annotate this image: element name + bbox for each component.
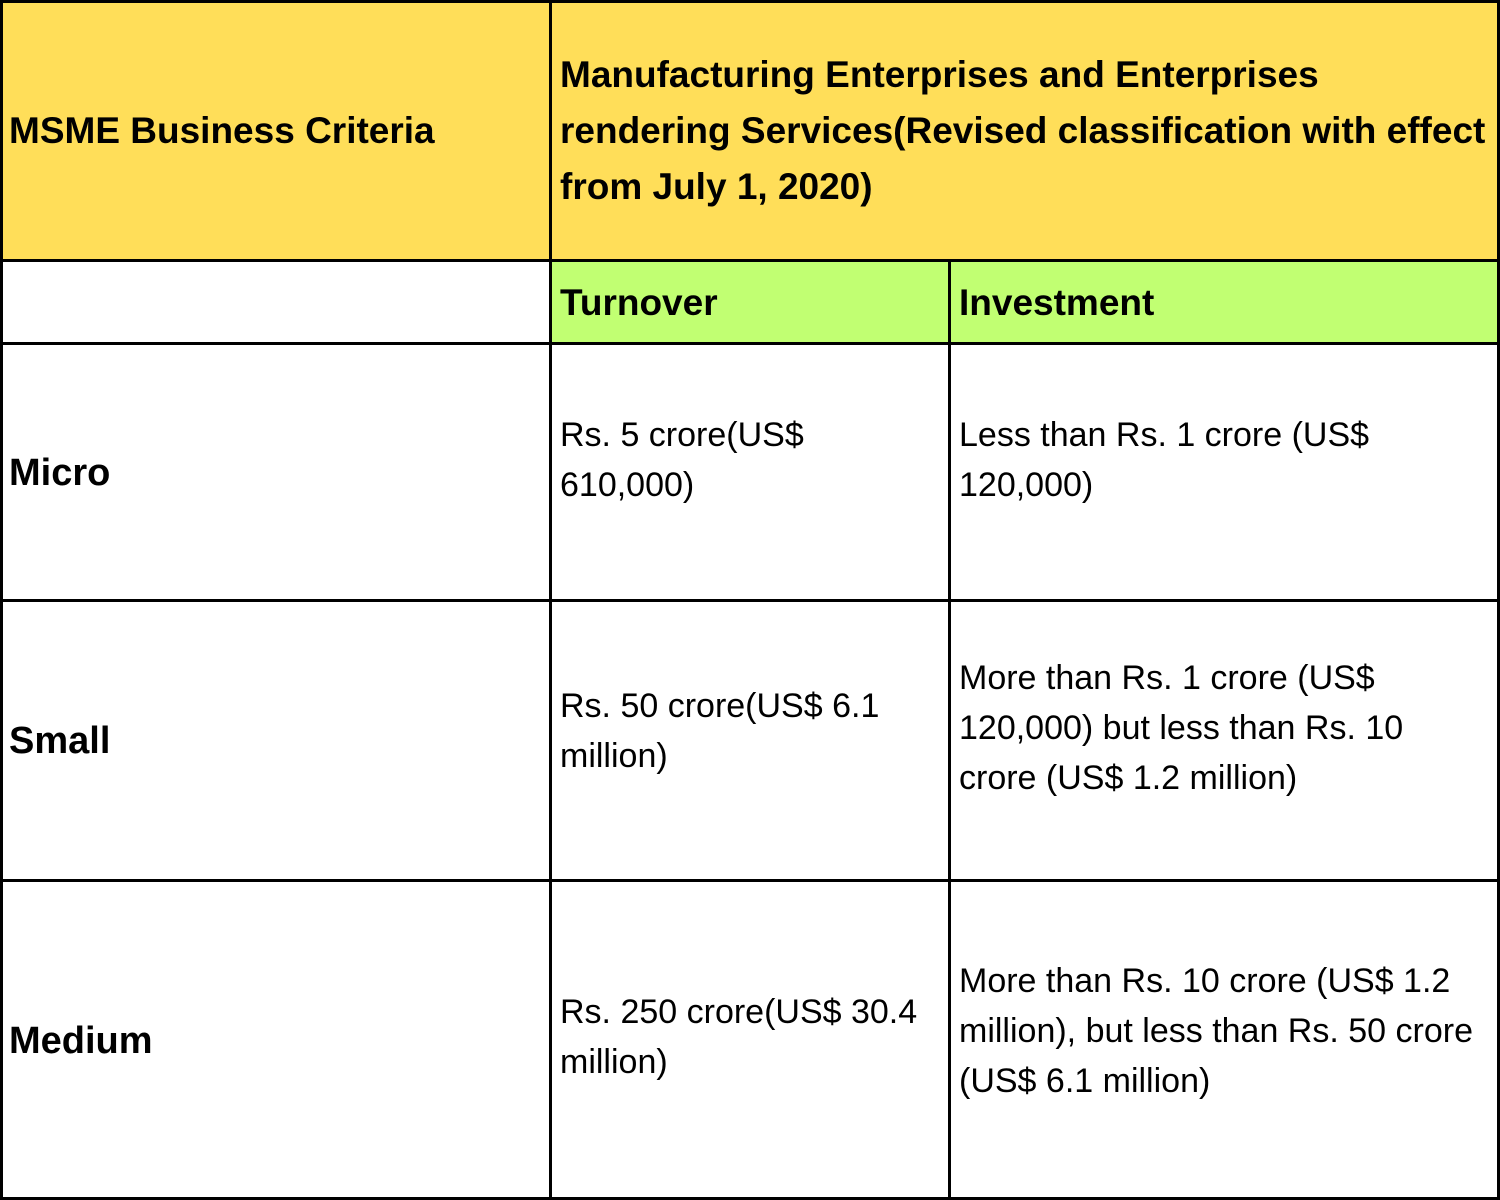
turnover-subheader-cell: Turnover — [551, 261, 950, 344]
investment-value: More than Rs. 1 crore (US$ 120,000) but … — [959, 659, 1404, 797]
divider-after-header — [0, 259, 1500, 262]
table-row-medium-turnover: Rs. 250 crore(US$ 30.4 million) — [551, 881, 950, 1200]
table-row-small-turnover: Rs. 50 crore(US$ 6.1 million) — [551, 601, 950, 881]
subheader-blank-cell — [0, 261, 551, 344]
table-row-micro-turnover: Rs. 5 crore(US$ 610,000) — [551, 344, 950, 601]
group-header: Manufacturing Enterprises and Enterprise… — [560, 53, 1486, 207]
table-row-micro-category: Micro — [0, 344, 551, 601]
category-label: Small — [9, 720, 111, 762]
divider-criteria-column — [549, 0, 552, 1200]
border-top — [0, 0, 1500, 3]
criteria-header-cell: MSME Business Criteria — [0, 0, 551, 261]
category-label: Medium — [9, 1019, 153, 1062]
investment-value: Less than Rs. 1 crore (US$ 120,000) — [959, 415, 1370, 504]
turnover-value: Rs. 5 crore(US$ 610,000) — [560, 415, 804, 504]
divider-after-small — [0, 879, 1500, 882]
turnover-subheader: Turnover — [560, 281, 718, 323]
category-label: Micro — [9, 451, 111, 494]
investment-subheader-cell: Investment — [950, 261, 1500, 344]
turnover-value: Rs. 250 crore(US$ 30.4 million) — [560, 992, 918, 1081]
table-row-medium-category: Medium — [0, 881, 551, 1200]
table-row-micro-investment: Less than Rs. 1 crore (US$ 120,000) — [950, 344, 1500, 601]
group-header-cell: Manufacturing Enterprises and Enterprise… — [551, 0, 1500, 261]
investment-value: More than Rs. 10 crore (US$ 1.2 million)… — [959, 961, 1473, 1100]
divider-after-micro — [0, 599, 1500, 602]
criteria-header: MSME Business Criteria — [9, 109, 435, 151]
divider-after-subheader — [0, 342, 1500, 345]
table-row-medium-investment: More than Rs. 10 crore (US$ 1.2 million)… — [950, 881, 1500, 1200]
border-bottom — [0, 1197, 1500, 1200]
divider-turnover-column — [948, 261, 951, 1200]
table-row-small-category: Small — [0, 601, 551, 881]
table-row-small-investment: More than Rs. 1 crore (US$ 120,000) but … — [950, 601, 1500, 881]
turnover-value: Rs. 50 crore(US$ 6.1 million) — [560, 687, 880, 775]
investment-subheader: Investment — [959, 281, 1155, 323]
